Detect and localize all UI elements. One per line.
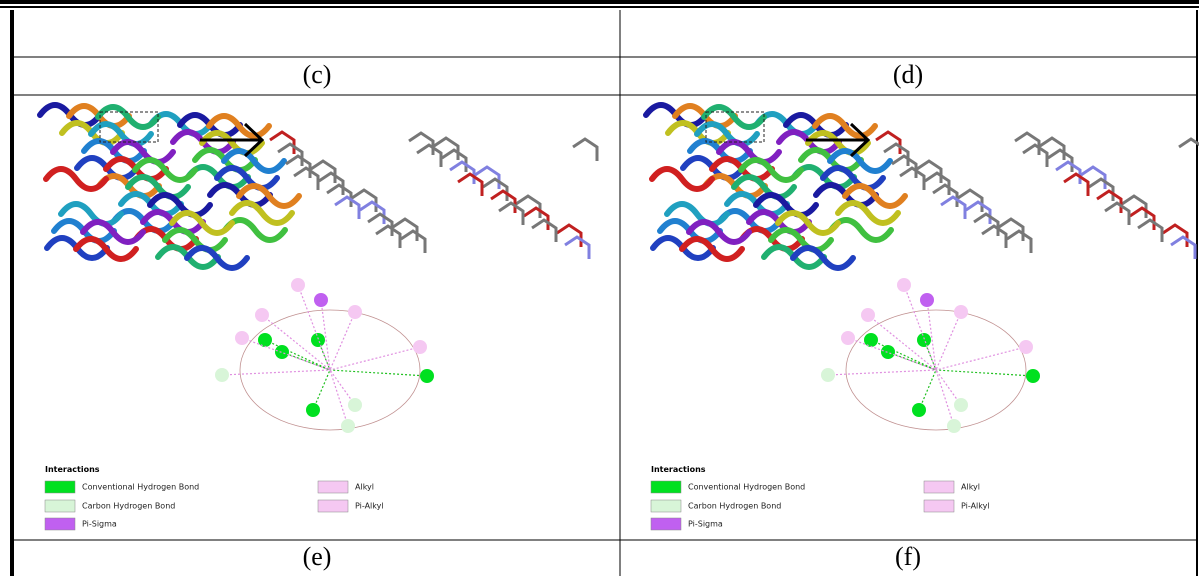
residue-node [235,331,249,345]
residue-node [275,345,289,359]
residue-node [1019,340,1033,354]
residue-node [920,293,934,307]
ligand-stick [1023,145,1047,167]
residue-node [255,308,269,322]
legend-swatch [651,500,681,512]
legend-label: Alkyl [355,483,374,492]
residue-node [864,333,878,347]
ligand-stick [941,197,965,219]
legend-label: Pi-Sigma [82,520,117,529]
ligand-stick [458,174,482,196]
residue-node [881,345,895,359]
legend-label: Carbon Hydrogen Bond [82,502,175,511]
residue-node [314,293,328,307]
panel-image: Interactions Conventional Hydrogen Bond Ca… [646,105,1199,530]
ligand-stick [294,168,318,190]
legend-swatch [651,518,681,530]
protein-ribbon [652,169,712,189]
interaction-bond [330,312,355,370]
residue-node [348,398,362,412]
residue-node [897,278,911,292]
legend-title: Interactions [651,465,706,474]
residue-node [311,333,325,347]
legend-label: Pi-Alkyl [355,502,384,511]
residue-node [258,333,272,347]
legend-label: Pi-Sigma [688,520,723,529]
ligand-stick [1105,203,1129,225]
residue-node [954,305,968,319]
interaction-bond [936,347,1026,370]
interaction-bond [828,370,936,375]
right-border [1196,10,1198,576]
interaction-bond [330,370,348,426]
interaction-bond [936,312,961,370]
legend-swatch [651,481,681,493]
legend-swatch [924,500,954,512]
protein-ribbon [46,169,106,189]
ligand-stick [1171,237,1195,259]
ligand-stick [1007,231,1031,253]
residue-node [912,403,926,417]
legend-swatch [45,500,75,512]
legend-title: Interactions [45,465,100,474]
ligand-stick [417,145,441,167]
interaction-bond [936,370,1033,376]
residue-node [215,368,229,382]
residue-node [947,419,961,433]
residue-node [291,278,305,292]
left-border [10,10,14,576]
ligand-stick [499,203,523,225]
ligand-stick [532,220,556,242]
legend-swatch [318,481,348,493]
top-rule [0,0,1199,4]
residue-node [821,368,835,382]
interaction-bond [330,370,427,376]
ligand-stick [982,226,1006,248]
ligand-stick [335,197,359,219]
residue-node [841,331,855,345]
panel-label: (f) [620,542,1196,572]
interaction-bond [222,370,330,375]
legend-label: Pi-Alkyl [961,502,990,511]
top-rule [0,6,1199,8]
legend-label: Alkyl [961,483,980,492]
residue-node [348,305,362,319]
ligand-stick [401,231,425,253]
residue-node [420,369,434,383]
residue-node [917,333,931,347]
ligand-stick [1064,174,1088,196]
legend-swatch [45,518,75,530]
ligand-stick [573,139,597,161]
residue-node [341,419,355,433]
legend-label: Conventional Hydrogen Bond [688,483,805,492]
legend-label: Carbon Hydrogen Bond [688,502,781,511]
residue-node [306,403,320,417]
legend-swatch [318,500,348,512]
legend-label: Conventional Hydrogen Bond [82,483,199,492]
interaction-bond [936,370,954,426]
residue-node [413,340,427,354]
ligand-stick [1138,220,1162,242]
legend-swatch [45,481,75,493]
residue-node [954,398,968,412]
panel-label: (e) [14,542,620,572]
legend-swatch [924,481,954,493]
residue-node [861,308,875,322]
ligand-stick [376,226,400,248]
residue-node [1026,369,1040,383]
panel-label: (d) [620,60,1196,90]
ligand-stick [565,237,589,259]
panel-label: (c) [14,60,620,90]
panel-image: Interactions Conventional Hydrogen Bond Ca… [40,105,597,530]
ligand-stick [900,168,924,190]
figure-page: Interactions Conventional Hydrogen Bond Ca… [0,0,1199,576]
interaction-bond [330,347,420,370]
